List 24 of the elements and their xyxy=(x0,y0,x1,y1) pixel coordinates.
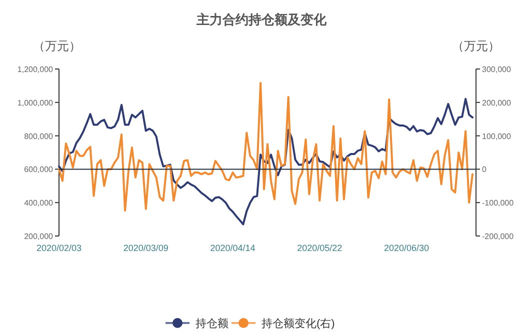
y2-tick-label: -200,000 xyxy=(482,232,514,241)
y-tick-label: 800,000 xyxy=(24,132,54,141)
x-tick-label: 2020/03/09 xyxy=(123,243,168,253)
chart-title: 主力合约持仓额及变化 xyxy=(196,12,328,27)
line-series xyxy=(58,98,474,226)
y-tick-label: 1,000,000 xyxy=(17,98,54,108)
x-tick-label: 2020/06/30 xyxy=(384,243,430,253)
x-tick-label: 2020/05/22 xyxy=(297,243,342,253)
line-series xyxy=(58,82,474,212)
y-axis-title: （万元） xyxy=(33,39,81,53)
x-tick-label: 2020/04/14 xyxy=(210,243,256,253)
y-tick-label: 1,200,000 xyxy=(17,65,54,74)
y2-tick-label: 100,000 xyxy=(482,132,512,141)
legend-label: 持仓额变化(右) xyxy=(262,317,335,330)
y2-tick-label: 200,000 xyxy=(482,98,512,108)
y-tick-label: 400,000 xyxy=(24,198,54,208)
y2-tick-label: 0 xyxy=(482,165,487,174)
y2-tick-label: 300,000 xyxy=(482,65,512,74)
y-tick-label: 200,000 xyxy=(24,232,54,241)
y2-tick-label: -100,000 xyxy=(482,198,514,208)
y-tick-label: 600,000 xyxy=(24,165,54,174)
legend-label: 持仓额 xyxy=(196,317,228,330)
x-tick-label: 2020/02/03 xyxy=(36,243,82,253)
y2-axis-title: （万元） xyxy=(452,39,500,53)
